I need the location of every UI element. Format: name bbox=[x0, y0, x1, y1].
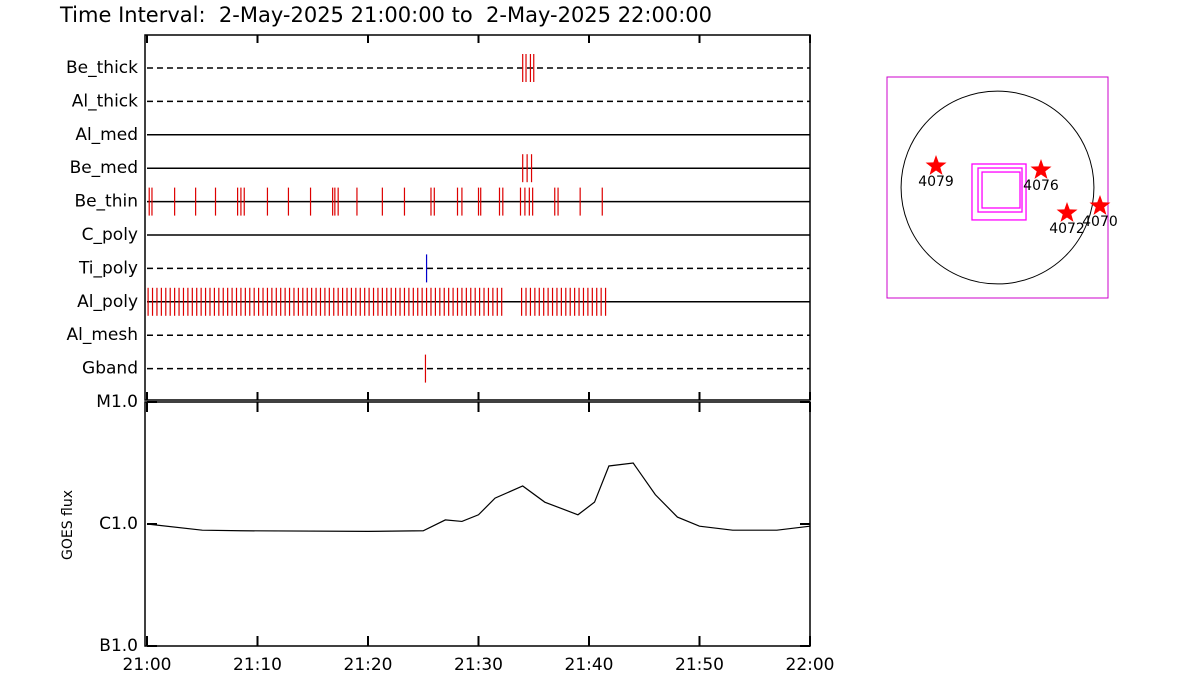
row-label: Ti_poly bbox=[78, 258, 138, 278]
timeline-frame bbox=[144, 34, 811, 401]
y-tick-label: C1.0 bbox=[99, 514, 138, 534]
row-label: C_poly bbox=[82, 225, 138, 245]
row-label: Al_med bbox=[75, 125, 138, 145]
active-region-star bbox=[1056, 202, 1078, 222]
row-label: Al_poly bbox=[77, 292, 138, 312]
y-tick-label: M1.0 bbox=[96, 392, 138, 412]
field-of-view bbox=[981, 171, 1021, 209]
row-label: Be_thin bbox=[74, 192, 138, 212]
row-label: Gband bbox=[82, 359, 138, 379]
field-of-view bbox=[977, 167, 1023, 213]
x-tick-label: 21:20 bbox=[344, 655, 393, 675]
map-frame bbox=[886, 76, 1109, 299]
goes-frame bbox=[144, 401, 811, 647]
field-of-view bbox=[971, 163, 1027, 221]
y-axis-label: GOES flux bbox=[60, 490, 76, 560]
active-region-star bbox=[925, 155, 947, 175]
row-label: Be_med bbox=[70, 158, 138, 178]
row-label: Al_mesh bbox=[66, 325, 138, 345]
x-tick-label: 22:00 bbox=[786, 655, 835, 675]
y-tick-label: B1.0 bbox=[99, 636, 138, 656]
active-region-label: 4079 bbox=[918, 174, 954, 190]
x-tick-label: 21:10 bbox=[233, 655, 282, 675]
x-tick-label: 21:40 bbox=[565, 655, 614, 675]
x-tick-label: 21:30 bbox=[454, 655, 503, 675]
row-label: Be_thick bbox=[66, 58, 138, 78]
active-region-star bbox=[1030, 159, 1052, 179]
x-tick-label: 21:00 bbox=[123, 655, 172, 675]
active-region-label: 4070 bbox=[1082, 214, 1118, 230]
goes-flux-line bbox=[146, 462, 811, 532]
solar-limb bbox=[900, 90, 1095, 285]
active-region-star bbox=[1089, 195, 1111, 215]
row-label: Al_thick bbox=[72, 91, 138, 111]
time-interval-title: Time Interval: 2-May-2025 21:00:00 to 2-… bbox=[59, 3, 712, 27]
active-region-label: 4076 bbox=[1023, 178, 1059, 194]
x-tick-label: 21:50 bbox=[675, 655, 724, 675]
active-region-label: 4072 bbox=[1049, 221, 1085, 237]
